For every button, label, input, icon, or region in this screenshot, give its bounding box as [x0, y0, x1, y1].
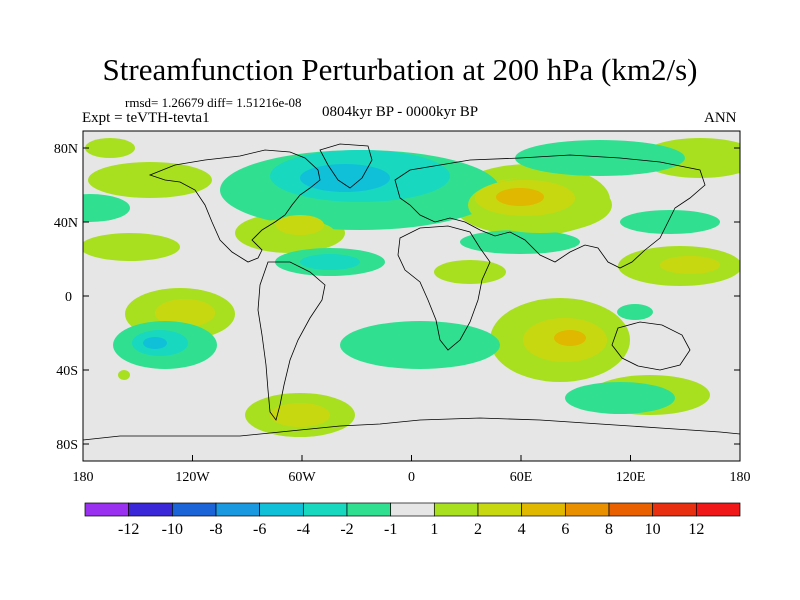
- colorbar-swatch: [695, 502, 741, 517]
- contour-region-arabia-negative: [460, 230, 580, 254]
- colorbar-swatch: [215, 502, 261, 517]
- colorbar-label: 12: [688, 521, 704, 538]
- colorbar-label: -6: [253, 521, 266, 538]
- contour-fields: [83, 138, 740, 437]
- contour-region-southern-negative: [565, 382, 675, 414]
- contour-region-epacific-positive: [83, 233, 180, 261]
- colorbar-swatch: [477, 502, 523, 517]
- contour-region-bering-positive: [85, 138, 135, 158]
- contour-region-china-negative: [620, 210, 720, 234]
- colorbar-swatch: [433, 502, 479, 517]
- colorbar-label: 6: [561, 521, 569, 538]
- contour-level-northamerica-low: [300, 164, 390, 192]
- lon-label-180e: 180: [730, 470, 751, 485]
- colorbar-label: -4: [297, 521, 310, 538]
- map-title: Streamfunction Perturbation at 200 hPa (…: [102, 52, 698, 87]
- colorbar-swatch: [84, 502, 130, 517]
- season-label: ANN: [704, 110, 737, 126]
- contour-level-indian-high: [554, 330, 586, 346]
- lat-tick-marks: [83, 147, 740, 445]
- contour-region-africa-positive: [434, 260, 506, 284]
- colorbar-label: -8: [209, 521, 222, 538]
- contour-region-siberia-negative: [515, 140, 685, 176]
- contour-region-indonesia-negative: [617, 304, 653, 320]
- colorbar-swatch: [346, 502, 392, 517]
- contour-region-small-positive: [118, 370, 130, 380]
- lon-label-60w: 60W: [288, 470, 316, 485]
- coastline-greenland: [319, 143, 373, 189]
- contour-level-tropatlantic-mid: [300, 254, 360, 270]
- lat-label-0: 0: [65, 290, 72, 305]
- contour-region-npac-west-negative: [83, 194, 130, 222]
- colorbar-label: 10: [645, 521, 661, 538]
- contour-level-spacific-mid: [155, 299, 215, 327]
- colorbar-swatch: [652, 502, 697, 517]
- lon-tick-marks: [82, 455, 741, 461]
- coastline-australia: [611, 321, 691, 371]
- colorbar-label: 2: [474, 521, 482, 538]
- lon-label-120e: 120E: [616, 470, 646, 485]
- contour-level-wpacific-mid: [660, 256, 720, 274]
- contour-region-alaska-positive: [88, 162, 212, 198]
- lon-label-0: 0: [408, 470, 415, 485]
- lat-label-40n: 40N: [54, 216, 78, 231]
- colorbar-swatch: [390, 502, 435, 517]
- stats-text: rmsd= 1.26679 diff= 1.51216e-08: [125, 95, 302, 110]
- colorbar-label: -2: [340, 521, 353, 538]
- contour-region-satlantic-negative: [340, 321, 500, 369]
- colorbar-labels: -12 -10 -8 -6 -4 -2 -1 1 2 4 6 8 10 12: [118, 521, 704, 538]
- colorbar-swatch: [521, 502, 566, 517]
- colorbar-label: -1: [384, 521, 397, 538]
- lon-label-120w: 120W: [175, 470, 210, 485]
- colorbar-label: 1: [430, 521, 438, 538]
- contour-overlay-atlantic-mid: [276, 215, 324, 235]
- lat-label-40s: 40S: [56, 364, 78, 379]
- experiment-label: Expt = teVTH-tevta1: [82, 110, 210, 126]
- colorbar-swatch: [302, 502, 348, 517]
- colorbar-swatch: [171, 502, 217, 517]
- lat-label-80n: 80N: [54, 142, 78, 157]
- colorbar: [84, 502, 741, 517]
- colorbar-label: 4: [518, 521, 526, 538]
- colorbar-swatch: [128, 502, 173, 517]
- period-label: 0804kyr BP - 0000kyr BP: [322, 104, 479, 120]
- colorbar-label: -10: [162, 521, 183, 538]
- colorbar-label: -12: [118, 521, 139, 538]
- lon-label-180w: 180: [73, 470, 94, 485]
- colorbar-swatch: [564, 502, 610, 517]
- coastlines: [83, 143, 740, 441]
- coastline-antarctica: [83, 417, 740, 441]
- coastline-south-america: [257, 261, 326, 421]
- coastline-north-america: [148, 149, 321, 263]
- contour-level-sepacific-low: [143, 337, 167, 349]
- colorbar-label: 8: [605, 521, 613, 538]
- lat-label-80s: 80S: [56, 438, 78, 453]
- colorbar-swatch: [608, 502, 654, 517]
- lon-label-60e: 60E: [510, 470, 533, 485]
- coastline-africa: [397, 225, 491, 351]
- coastline-eurasia: [394, 154, 706, 269]
- contour-overlay-asia-high: [496, 188, 544, 206]
- colorbar-swatch: [259, 502, 304, 517]
- contour-level-drake-mid: [270, 403, 330, 427]
